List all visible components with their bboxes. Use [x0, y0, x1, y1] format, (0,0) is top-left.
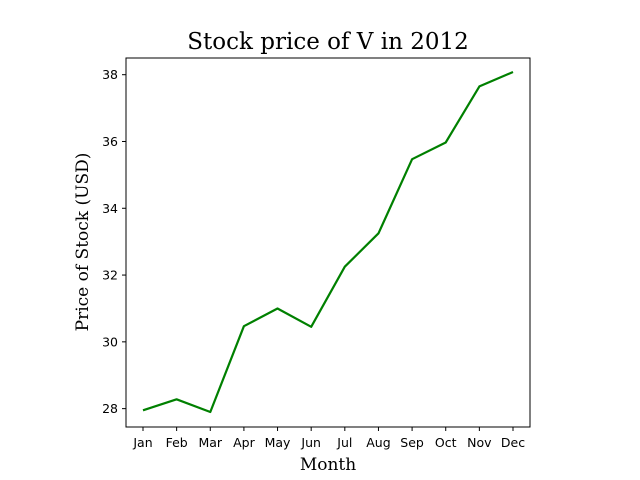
y-tick-label: 34	[102, 201, 118, 216]
y-tick-label: 32	[102, 268, 118, 283]
y-axis-label: Price of Stock (USD)	[73, 153, 93, 332]
plot-area	[125, 57, 531, 428]
x-tick-label: Jan	[132, 435, 152, 450]
x-tick-label: Aug	[366, 435, 390, 450]
series-layer	[142, 70, 514, 414]
chart-title: Stock price of V in 2012	[187, 29, 468, 55]
y-tick-label: 38	[102, 67, 118, 82]
x-tick-label: Apr	[233, 435, 255, 450]
y-tick-label: 30	[102, 334, 118, 349]
y-tick-label: 28	[102, 401, 118, 416]
x-tick-label: Sep	[400, 435, 424, 450]
x-tick-label: Mar	[198, 435, 222, 450]
x-tick-label: Jul	[336, 435, 352, 450]
x-tick-label: Nov	[467, 435, 492, 450]
y-axis: 28 30 32 34 36 38	[102, 67, 126, 416]
x-axis-label: Month	[300, 455, 356, 475]
x-tick-label: Oct	[435, 435, 457, 450]
x-tick-label: May	[265, 435, 291, 450]
x-tick-label: Feb	[166, 435, 188, 450]
x-axis: Jan Feb Mar Apr May Jun Jul Aug Sep Oct Nov Dec	[132, 427, 525, 450]
y-tick-label: 36	[102, 134, 118, 149]
x-tick-label: Dec	[501, 435, 525, 450]
series-line	[142, 70, 514, 414]
x-tick-label: Jun	[300, 435, 321, 450]
